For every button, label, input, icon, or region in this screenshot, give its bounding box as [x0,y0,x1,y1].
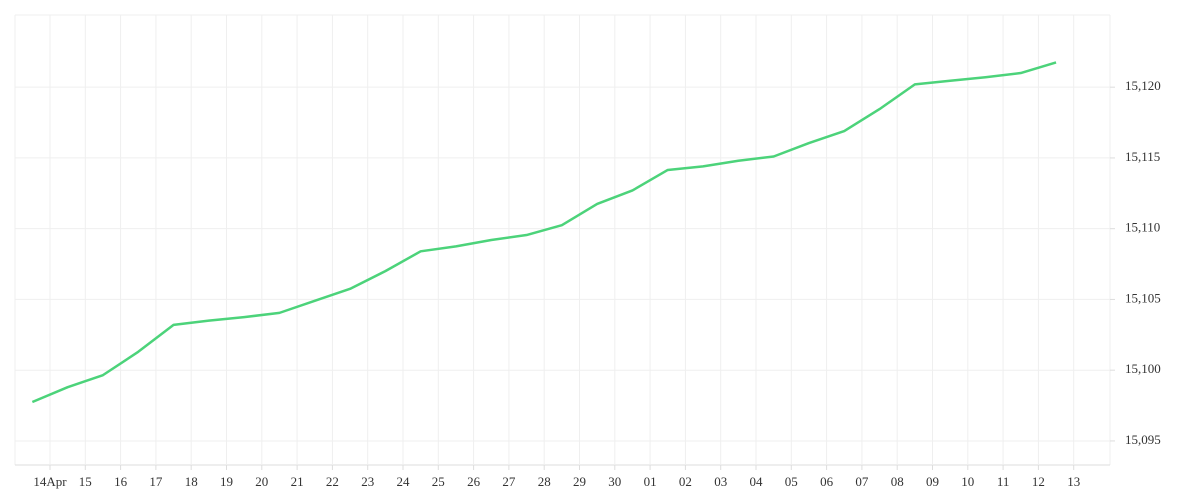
x-tick-label: 25 [432,474,445,489]
x-tick-label: 19 [220,474,233,489]
x-tick-label: 11 [997,474,1010,489]
x-tick-label: 22 [326,474,339,489]
x-tick-label: 09 [926,474,939,489]
y-tick-label: 15,115 [1125,149,1160,164]
x-tick-label: 05 [785,474,798,489]
x-tick-label: 26 [467,474,481,489]
x-tick-label: 14Apr [33,474,67,489]
x-tick-label: 23 [361,474,374,489]
x-tick-label: 07 [855,474,869,489]
x-tick-label: 30 [608,474,621,489]
x-tick-label: 27 [502,474,516,489]
y-tick-label: 15,110 [1125,220,1160,235]
x-tick-label: 18 [185,474,198,489]
x-tick-label: 12 [1032,474,1045,489]
x-tick-label: 21 [291,474,304,489]
x-tick-label: 01 [644,474,657,489]
line [31,61,1057,404]
x-tick-label: 02 [679,474,692,489]
x-tick-label: 20 [255,474,268,489]
y-tick-label: 15,095 [1125,432,1161,447]
x-tick-label: 06 [820,474,834,489]
x-tick-label: 08 [891,474,904,489]
x-tick-label: 15 [79,474,92,489]
x-tick-label: 04 [750,474,764,489]
x-tick-label: 29 [573,474,586,489]
x-tick-label: 24 [397,474,411,489]
y-tick-label: 15,100 [1125,361,1161,376]
x-tick-label: 17 [149,474,163,489]
x-tick-label: 10 [961,474,974,489]
x-tick-label: 13 [1067,474,1080,489]
y-tick-label: 15,120 [1125,78,1161,93]
x-tick-label: 03 [714,474,727,489]
x-tick-label: 28 [538,474,551,489]
x-tick-label: 16 [114,474,128,489]
y-tick-label: 15,105 [1125,290,1161,305]
